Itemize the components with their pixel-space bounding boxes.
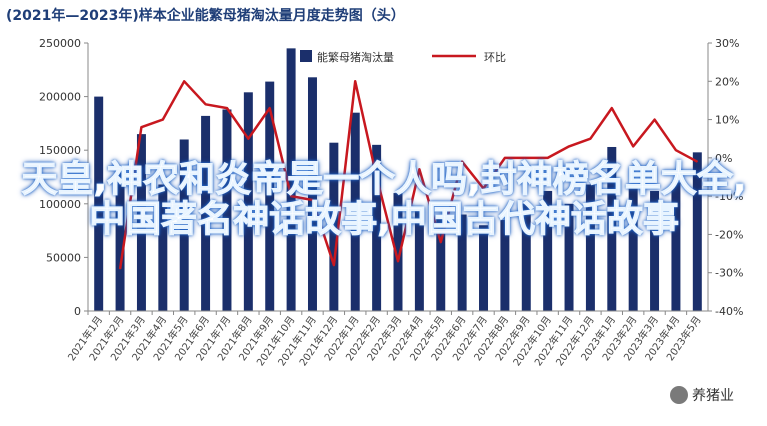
bar [307, 77, 317, 311]
line-point [311, 199, 314, 201]
legend: 能繁母猪淘汰量 环比 [300, 50, 506, 64]
legend-label-bar: 能繁母猪淘汰量 [317, 50, 394, 64]
bar [136, 134, 146, 311]
y-left-tick-label: 250000 [39, 37, 81, 50]
line-point [504, 157, 506, 159]
line-point [183, 80, 185, 82]
bar [179, 139, 189, 311]
bar [628, 187, 638, 311]
y-right-tick-label: -30% [715, 267, 743, 280]
bar [543, 190, 553, 311]
bar [585, 184, 595, 311]
y-right-tick-label: -20% [715, 228, 743, 241]
bar [115, 171, 125, 311]
line-point [354, 80, 356, 82]
bar [521, 203, 531, 311]
y-left-tick-label: 0 [74, 305, 81, 318]
bar [265, 81, 275, 311]
bar [692, 152, 702, 311]
line-point [440, 241, 442, 243]
bar [607, 146, 617, 311]
y-right-tick-label: -10% [715, 190, 743, 203]
line-point [290, 195, 292, 197]
watermark-label: 养猪业 [692, 388, 734, 404]
y-left-tick-label: 50000 [46, 251, 81, 264]
bar [286, 48, 296, 312]
bar [158, 184, 168, 311]
y-right-tick-label: 30% [715, 37, 739, 50]
line-point [247, 138, 249, 140]
y-left-tick-label: 100000 [39, 198, 81, 211]
line-point [611, 107, 613, 109]
bar [671, 182, 681, 311]
line-point [653, 118, 656, 121]
y-left-tick-label: 150000 [39, 144, 81, 157]
line-point [461, 161, 463, 163]
bar [479, 225, 489, 311]
bar [650, 190, 660, 311]
line-point [204, 103, 207, 105]
y-right-tick-label: 20% [715, 75, 739, 88]
line-point [418, 168, 420, 170]
line-point [525, 157, 527, 159]
line-point [140, 126, 143, 128]
line-point [226, 107, 228, 109]
bar [457, 214, 467, 311]
bar [564, 203, 574, 311]
line-point [397, 260, 399, 262]
line-point [547, 157, 549, 159]
bar [350, 112, 360, 312]
bar [222, 109, 232, 312]
line-point [333, 264, 335, 266]
y-right-tick-label: -40% [715, 305, 743, 318]
bars-layer [94, 48, 702, 312]
line-point [119, 268, 121, 270]
line-point [675, 149, 677, 151]
overlay-headline: 天皇,神农和炎帝是一个人吗,封神榜名单大全,中国著名神话故事,中国古代神话故事 [21, 159, 747, 240]
line-point [269, 107, 271, 109]
legend-label-line: 环比 [484, 51, 506, 64]
bar [243, 92, 253, 311]
bar [414, 209, 424, 311]
line-point [632, 145, 634, 147]
wechat-icon [670, 386, 688, 404]
series-line [118, 80, 698, 270]
legend-swatch-bar [300, 50, 312, 62]
bar [436, 214, 446, 311]
chart-title: (2021年—2023年)样本企业能繁母猪淘汰量月度走势图（头） [6, 7, 405, 24]
bar [500, 219, 510, 311]
y-right-tick-label: 10% [715, 114, 739, 127]
line-point [568, 145, 570, 147]
bar [393, 193, 403, 311]
line-layer [118, 80, 698, 270]
line-point [162, 118, 164, 121]
y-left-tick-label: 200000 [39, 91, 81, 104]
bar [329, 142, 339, 311]
bar [201, 115, 211, 312]
y-right-tick-label: 0% [715, 152, 732, 165]
line-point [696, 161, 698, 163]
bar [372, 144, 382, 311]
bar [94, 96, 104, 311]
line-point [482, 187, 485, 190]
line-point [376, 176, 378, 178]
line-point [589, 138, 592, 140]
watermark: 养猪业 [670, 383, 760, 407]
